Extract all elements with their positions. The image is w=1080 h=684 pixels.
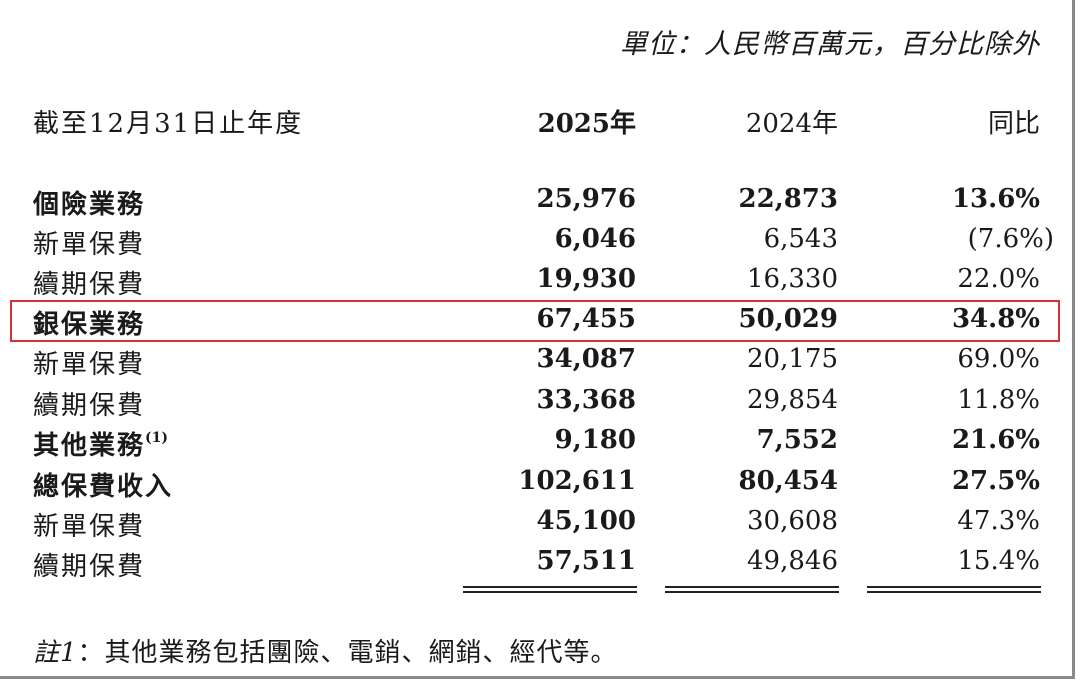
cell-2024: 6,543 <box>763 224 838 254</box>
cell-2025: 67,455 <box>536 304 636 334</box>
cell-2024: 7,552 <box>756 425 838 455</box>
double-underline-2024 <box>665 586 839 593</box>
table-row: 續期保費 19,930 16,330 22.0% <box>0 264 1080 304</box>
cell-2025: 19,930 <box>536 264 636 294</box>
cell-yoy: 69.0% <box>957 344 1040 374</box>
cell-2024: 22,873 <box>738 184 838 214</box>
table-row: 新單保費 34,087 20,175 69.0% <box>0 344 1080 384</box>
table-row: 其他業務(1) 9,180 7,552 21.6% <box>0 425 1080 465</box>
cell-2025: 6,046 <box>554 224 636 254</box>
cell-2025: 45,100 <box>536 506 636 536</box>
table-row: 銀保業務 67,455 50,029 34.8% <box>0 304 1080 344</box>
cell-2025: 9,180 <box>554 425 636 455</box>
footnote: 註1：其他業務包括團險、電銷、網銷、經代等。 <box>33 632 618 669</box>
header-2024: 2024年 <box>745 109 838 139</box>
cell-yoy: 47.3% <box>957 506 1040 536</box>
unit-note: 單位：人民幣百萬元，百分比除外 <box>620 29 1040 60</box>
row-label: 續期保費 <box>33 391 146 421</box>
cell-2025: 57,511 <box>536 546 636 576</box>
header-yoy: 同比 <box>987 109 1040 139</box>
highlight-box <box>10 300 1060 342</box>
cell-2024: 50,029 <box>738 304 838 334</box>
cell-yoy: 13.6% <box>951 184 1040 214</box>
table-row: 新單保費 6,046 6,543 (7.6%) <box>0 224 1080 264</box>
table-row: 續期保費 57,511 49,846 15.4% <box>0 546 1080 586</box>
double-underline-yoy <box>867 586 1041 593</box>
row-label-text: 其他業務 <box>33 431 146 461</box>
cell-yoy: 34.8% <box>951 304 1040 334</box>
cell-2025: 25,976 <box>536 184 636 214</box>
footnote-mark: 註1 <box>33 638 78 668</box>
cell-2024: 16,330 <box>747 264 838 294</box>
header-period-label: 截至12月31日止年度 <box>33 109 304 139</box>
cell-2024: 29,854 <box>747 385 838 415</box>
header-2025: 2025年 <box>537 109 636 139</box>
row-label: 個險業務 <box>33 190 146 220</box>
cell-2024: 80,454 <box>738 466 838 496</box>
cell-yoy: 27.5% <box>951 466 1040 496</box>
row-label: 新單保費 <box>33 350 146 380</box>
cell-2024: 20,175 <box>747 344 838 374</box>
cell-yoy: 22.0% <box>957 264 1040 294</box>
cell-2025: 33,368 <box>536 385 636 415</box>
cell-yoy: 21.6% <box>951 425 1040 455</box>
cell-2024: 49,846 <box>747 546 838 576</box>
table-row: 續期保費 33,368 29,854 11.8% <box>0 385 1080 425</box>
table-row: 新單保費 45,100 30,608 47.3% <box>0 506 1080 546</box>
table-row: 總保費收入 102,611 80,454 27.5% <box>0 466 1080 506</box>
table-row: 個險業務 25,976 22,873 13.6% <box>0 184 1080 224</box>
cell-yoy: 15.4% <box>957 546 1040 576</box>
cell-yoy: (7.6%) <box>967 224 1054 254</box>
row-label: 總保費收入 <box>33 472 174 502</box>
row-label: 其他業務(1) <box>33 425 168 462</box>
row-label: 新單保費 <box>33 512 146 542</box>
cell-2025: 34,087 <box>536 344 636 374</box>
row-label: 銀保業務 <box>33 310 146 340</box>
cell-2025: 102,611 <box>518 466 636 496</box>
cell-yoy: 11.8% <box>957 385 1040 415</box>
cell-2024: 30,608 <box>747 506 838 536</box>
double-underline-2025 <box>463 586 637 593</box>
table-header: 截至12月31日止年度 2025年 2024年 同比 <box>0 103 1080 143</box>
footnote-text: ：其他業務包括團險、電銷、網銷、經代等。 <box>77 638 618 668</box>
row-label: 續期保費 <box>33 270 146 300</box>
footnote-ref: (1) <box>145 430 169 446</box>
row-label: 新單保費 <box>33 230 146 260</box>
row-label: 續期保費 <box>33 552 146 582</box>
